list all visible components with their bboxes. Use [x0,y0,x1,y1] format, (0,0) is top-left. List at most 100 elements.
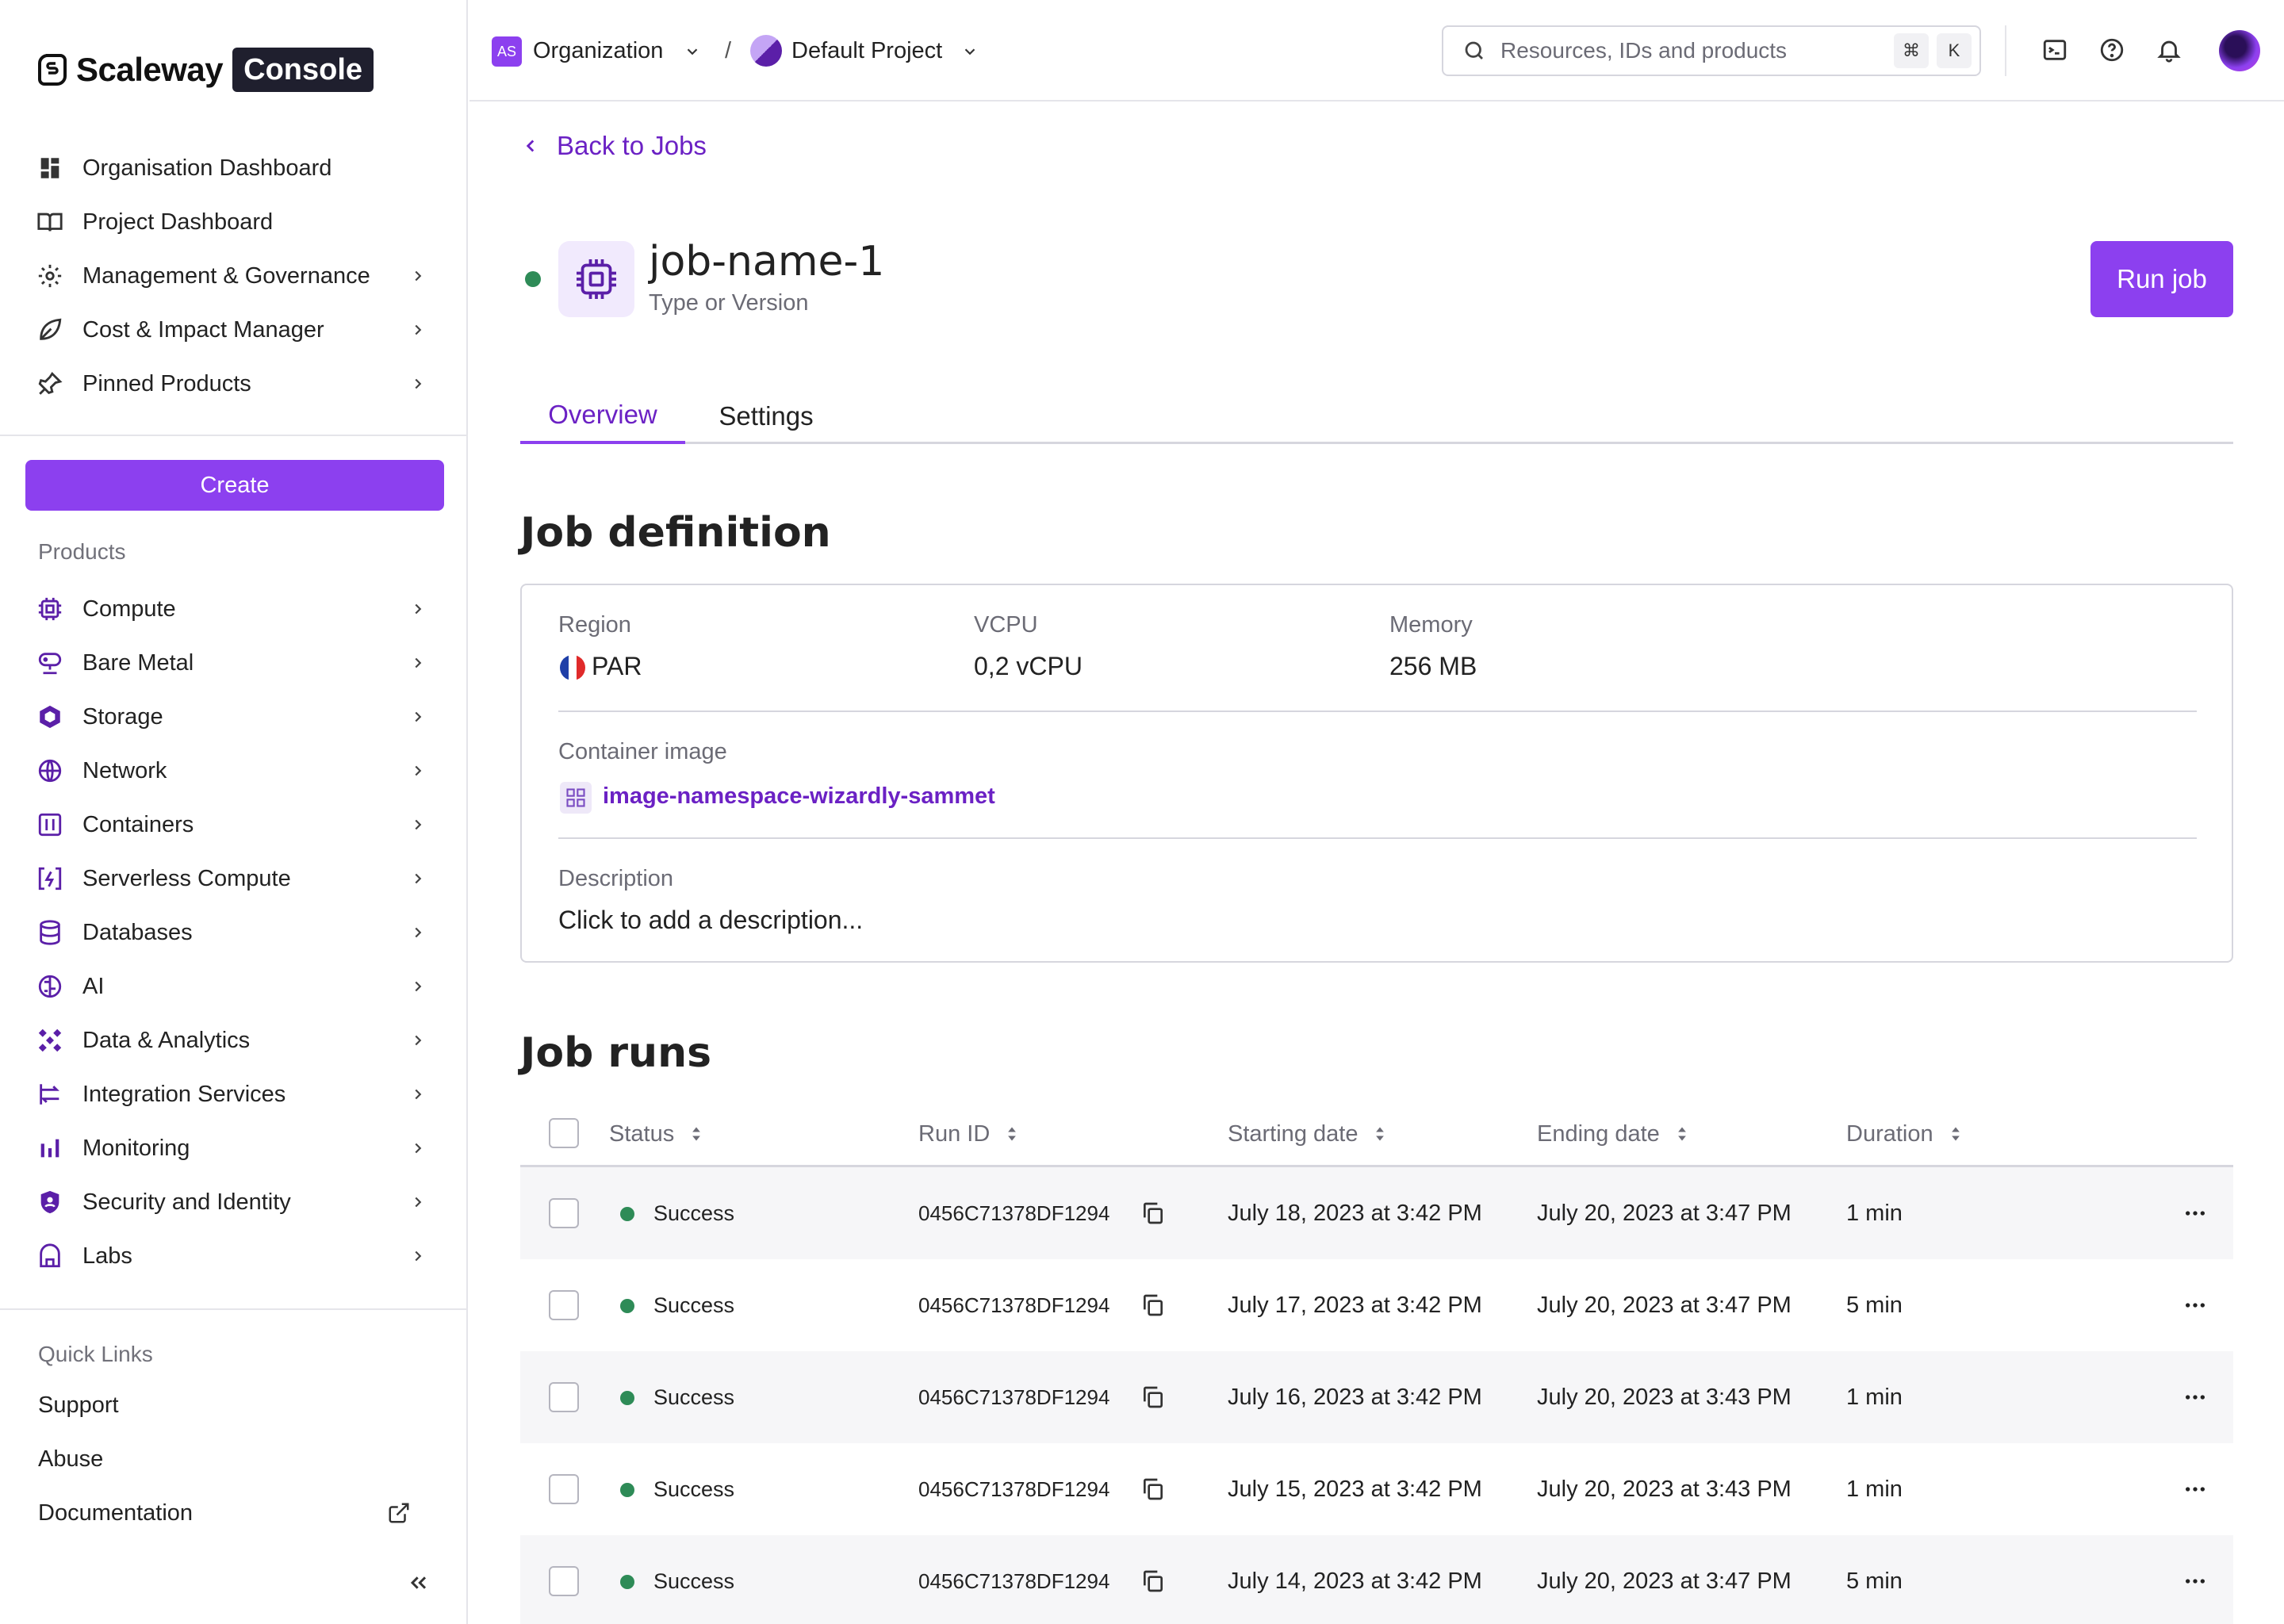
chevron-right-icon [415,765,422,776]
sidebar-item-label: Management & Governance [82,262,370,289]
sidebar-item-compute[interactable]: Compute [36,587,433,631]
status-dot [620,1483,634,1497]
column-duration[interactable]: Duration [1846,1118,1962,1150]
chevron-down-icon[interactable] [961,43,979,60]
sidebar-item-labs[interactable]: Labs [36,1234,433,1278]
description-field[interactable]: Click to add a description... [558,906,864,934]
back-to-jobs-link[interactable]: Back to Jobs [520,127,707,165]
sort-icon [1008,1127,1017,1141]
create-button[interactable]: Create [25,460,444,511]
column-starting-date[interactable]: Starting date [1228,1118,1386,1150]
sidebar-item-label: Compute [82,596,176,622]
sidebar-item-bare-metal[interactable]: Bare Metal [36,641,433,685]
quick-links-heading: Quick Links [38,1342,153,1366]
sidebar-item-network[interactable]: Network [36,749,433,793]
sidebar-item-databases[interactable]: Databases [36,910,433,955]
more-options-icon[interactable] [2182,1385,2208,1410]
chevron-right-icon [415,873,422,884]
more-options-icon[interactable] [2182,1477,2208,1502]
sidebar-item-monitoring[interactable]: Monitoring [36,1126,433,1170]
table-row[interactable]: Success 0456C71378DF1294 July 17, 2023 a… [520,1259,2233,1351]
sidebar-item-security-and-identity[interactable]: Security and Identity [36,1180,433,1224]
serverless-icon [38,867,62,891]
sort-icon [1951,1127,1960,1141]
chevron-right-icon [415,657,422,668]
brand[interactable]: Scaleway Console [36,48,374,92]
external-link-icon [389,1503,409,1523]
select-all-checkbox[interactable] [549,1118,579,1148]
chevron-right-icon [415,981,422,992]
tab-overview[interactable]: Overview [520,389,685,444]
quick-link-documentation[interactable]: Documentation [38,1491,411,1535]
collapse-sidebar-icon[interactable] [406,1570,431,1595]
compute-icon [38,597,62,621]
row-checkbox[interactable] [549,1290,579,1320]
user-avatar[interactable] [2219,30,2260,71]
sidebar-item-cost-impact-manager[interactable]: Cost & Impact Manager [36,308,433,352]
copy-icon[interactable] [1140,1477,1166,1502]
table-row[interactable]: Success 0456C71378DF1294 July 16, 2023 a… [520,1351,2233,1443]
sidebar-item-containers[interactable]: Containers [36,802,433,847]
container-image-link[interactable]: image-namespace-wizardly-sammet [603,783,995,809]
container-image-label: Container image [558,739,727,764]
security-icon [40,1190,59,1214]
row-checkbox[interactable] [549,1382,579,1412]
row-checkbox[interactable] [549,1474,579,1504]
terminal-icon[interactable] [2041,36,2068,63]
organization-selector[interactable]: Organization [533,38,664,63]
more-options-icon[interactable] [2182,1201,2208,1226]
description-label: Description [558,866,674,891]
sidebar-item-data-analytics[interactable]: Data & Analytics [36,1018,433,1063]
copy-icon[interactable] [1140,1293,1166,1318]
leaf-icon [40,318,62,340]
cpu-icon [577,259,616,299]
sidebar-item-organisation-dashboard[interactable]: Organisation Dashboard [36,146,433,190]
chevron-down-icon[interactable] [684,43,701,60]
row-checkbox[interactable] [549,1198,579,1228]
sidebar-item-integration-services[interactable]: Integration Services [36,1072,433,1116]
bare-metal-icon [38,653,62,675]
run-id: 0456C71378DF1294 [918,1201,1110,1225]
run-id: 0456C71378DF1294 [918,1569,1110,1593]
organization-avatar: AS [492,36,522,67]
sidebar-item-label: Databases [82,919,193,945]
sidebar-item-project-dashboard[interactable]: Project Dashboard [36,200,433,244]
job-icon-container [558,241,634,317]
copy-icon[interactable] [1140,1201,1166,1226]
table-row[interactable]: Success 0456C71378DF1294 July 18, 2023 a… [520,1167,2233,1259]
copy-icon[interactable] [1140,1385,1166,1410]
status-dot [620,1207,634,1221]
bell-icon[interactable] [2156,36,2182,63]
more-options-icon[interactable] [2182,1568,2208,1594]
sidebar-item-serverless-compute[interactable]: Serverless Compute [36,856,433,901]
memory-value: 256 MB [1389,652,1477,680]
sidebar-item-label: Network [82,757,167,783]
run-status: Success [653,1293,735,1317]
table-row[interactable]: Success 0456C71378DF1294 July 14, 2023 a… [520,1535,2233,1624]
sidebar-item-ai[interactable]: AI [36,964,433,1009]
book-icon [37,213,63,232]
copy-icon[interactable] [1140,1568,1166,1594]
run-job-button[interactable]: Run job [2090,241,2233,317]
tab-settings[interactable]: Settings [719,401,814,431]
project-selector[interactable]: Default Project [791,38,943,63]
column-run-id[interactable]: Run ID [918,1118,1018,1150]
run-duration: 1 min [1846,1201,1903,1226]
chevron-right-icon [415,1143,422,1154]
quick-link-support[interactable]: Support [38,1383,411,1427]
sidebar-item-management-governance[interactable]: Management & Governance [36,254,433,298]
quick-link-abuse[interactable]: Abuse [38,1437,411,1481]
quick-link-label: Documentation [38,1500,194,1526]
sidebar-item-storage[interactable]: Storage [36,695,433,739]
column-ending-date[interactable]: Ending date [1537,1118,1688,1150]
card-divider [558,837,2197,839]
table-row[interactable]: Success 0456C71378DF1294 July 15, 2023 a… [520,1443,2233,1535]
column-status[interactable]: Status [609,1118,703,1150]
more-options-icon[interactable] [2182,1293,2208,1318]
chevron-right-icon [415,324,422,335]
help-icon[interactable] [2098,36,2125,63]
row-checkbox[interactable] [549,1566,579,1596]
search-input[interactable]: Resources, IDs and products ⌘ K [1442,25,1981,76]
column-label: Status [609,1120,675,1147]
sidebar-item-pinned-products[interactable]: Pinned Products [36,362,433,406]
